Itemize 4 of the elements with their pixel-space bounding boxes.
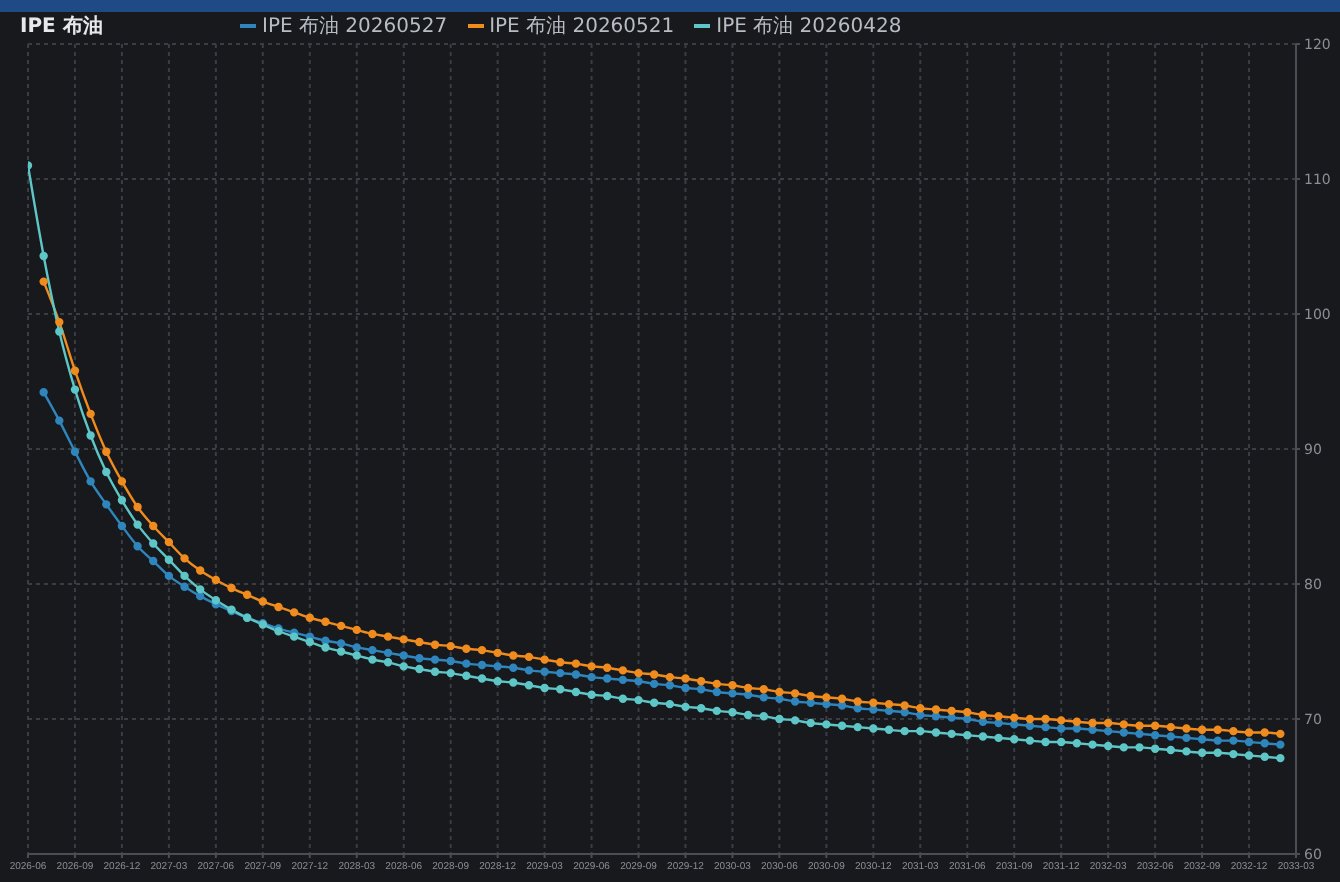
chart-title: IPE 布油 [20,13,103,40]
legend-label: IPE 布油 20260428 [714,13,902,40]
legend-label: IPE 布油 20260521 [487,13,675,40]
legend-label: IPE 布油 20260527 [260,13,448,40]
